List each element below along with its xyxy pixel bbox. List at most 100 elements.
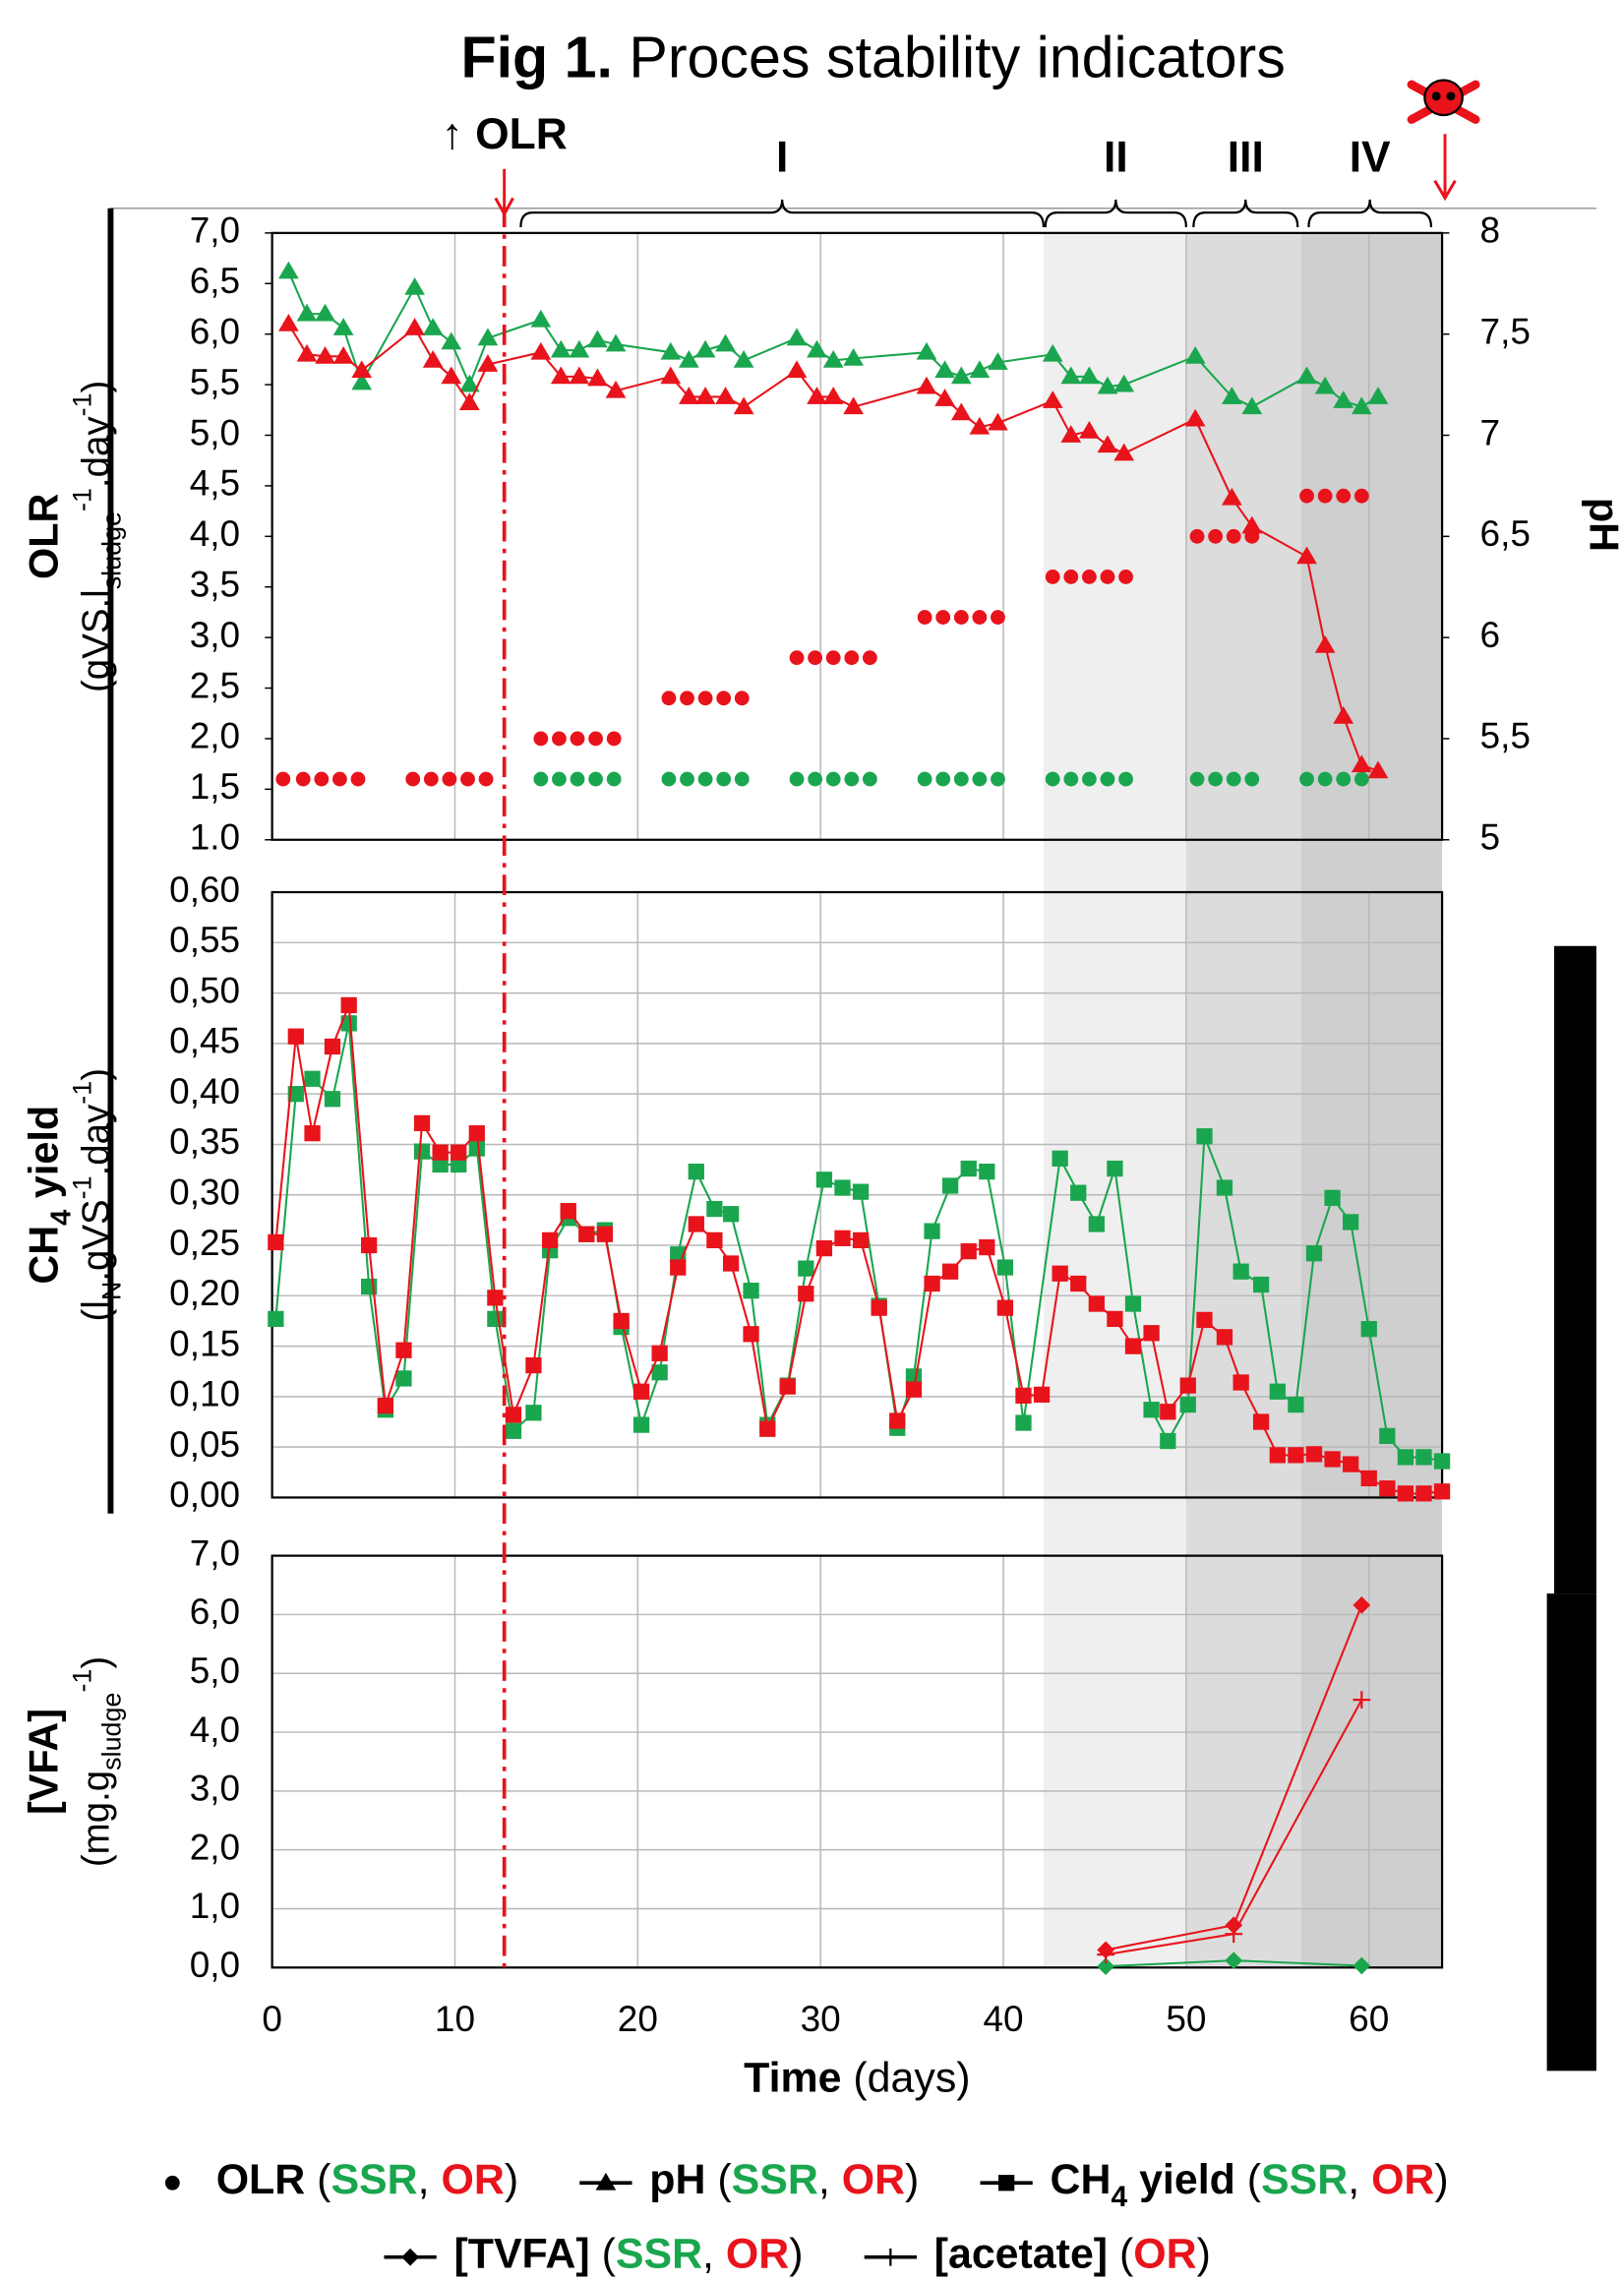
- phase-region: [1043, 232, 1186, 1968]
- marker: [807, 387, 827, 404]
- marker: [934, 389, 955, 406]
- marker: [1097, 435, 1118, 453]
- marker: [733, 396, 754, 415]
- y-tick-label: 0,05: [169, 1424, 240, 1465]
- text-part: (: [590, 2231, 617, 2278]
- marker: [808, 771, 823, 787]
- y-tick-label: 0,30: [169, 1172, 240, 1213]
- marker: [275, 771, 291, 787]
- marker: [361, 1236, 378, 1254]
- marker: [405, 771, 421, 787]
- marker: [533, 771, 549, 787]
- marker: [1288, 1396, 1304, 1413]
- marker: [340, 996, 357, 1014]
- marker: [1179, 1377, 1196, 1394]
- text-part: [acetate]: [934, 2231, 1108, 2278]
- marker: [1296, 366, 1317, 385]
- marker: [1060, 425, 1082, 443]
- panel: 1.0 1,5 2,0 2,5 3,0 3,5 4,0 4,5 5,0 5,5 6,0 6,5 7,0 5…: [21, 210, 1624, 858]
- marker: [525, 1356, 542, 1374]
- marker: [287, 1028, 304, 1045]
- marker: [1269, 1447, 1286, 1464]
- plots: 1.0 1,5 2,0 2,5 3,0 3,5 4,0 4,5 5,0 5,5 6,0 6,5 7,0 5…: [21, 210, 1624, 2102]
- marker: [1241, 396, 1263, 415]
- marker: [530, 309, 552, 328]
- marker: [871, 1299, 887, 1316]
- y-tick-label: 0,55: [169, 920, 240, 960]
- marker: [1100, 771, 1115, 787]
- marker: [268, 1310, 284, 1328]
- marker: [505, 1407, 522, 1423]
- marker: [1042, 390, 1063, 408]
- marker: [324, 1091, 341, 1108]
- y-tick-label: 7,0: [190, 210, 240, 251]
- text-part: ): [789, 2231, 803, 2278]
- plot-frame: [271, 231, 1444, 841]
- marker: [716, 771, 732, 787]
- marker: [404, 318, 425, 335]
- y-tick-label: 0,15: [169, 1323, 240, 1363]
- marker: [960, 1243, 977, 1260]
- text-part: 4: [45, 1210, 77, 1226]
- marker: [304, 1125, 321, 1142]
- marker: [651, 1364, 668, 1381]
- marker: [697, 691, 713, 706]
- text-part: -1: [68, 392, 97, 416]
- marker: [1216, 1329, 1233, 1346]
- marker: [1118, 570, 1133, 584]
- marker: [278, 314, 299, 331]
- marker: [1081, 570, 1097, 584]
- x-tick-label: 60: [1349, 1999, 1389, 2039]
- marker: [1079, 421, 1100, 439]
- marker: [988, 352, 1008, 370]
- marker: [953, 771, 969, 787]
- marker: [278, 261, 299, 279]
- marker: [881, 2248, 900, 2266]
- text-part: Time: [744, 2055, 841, 2102]
- marker: [924, 1223, 940, 1239]
- text-part: (: [705, 2157, 732, 2204]
- marker: [988, 412, 1008, 431]
- marker: [477, 354, 499, 372]
- marker: [905, 1381, 923, 1398]
- text-part: sludge: [97, 1693, 127, 1771]
- marker: [1299, 771, 1314, 787]
- marker: [716, 691, 732, 706]
- marker: [533, 731, 549, 747]
- marker: [1088, 1216, 1105, 1232]
- y-axis-unit: (mg.gsludge-1): [68, 1656, 127, 1867]
- marker: [942, 1177, 959, 1194]
- marker: [852, 1183, 870, 1200]
- marker: [613, 1312, 630, 1330]
- legend-label: CH4 yield (SSR, OR): [1051, 2157, 1449, 2214]
- marker: [916, 341, 937, 360]
- marker: [1324, 1189, 1341, 1206]
- marker: [296, 343, 318, 362]
- phase-label: III: [1228, 134, 1264, 182]
- marker: [1415, 1485, 1432, 1502]
- marker: [550, 366, 571, 385]
- text-part: ): [905, 2157, 919, 2204]
- marker: [451, 1156, 467, 1173]
- marker: [451, 1144, 467, 1161]
- chart-title: Fig 1. Proces stability indicators: [460, 24, 1285, 90]
- marker: [332, 318, 354, 335]
- marker: [314, 771, 330, 787]
- marker: [679, 350, 699, 368]
- marker: [1317, 488, 1333, 504]
- marker: [661, 771, 677, 787]
- marker: [905, 1368, 923, 1385]
- text-part: ): [76, 381, 118, 393]
- text-part: OR: [1133, 2231, 1196, 2278]
- marker: [525, 1405, 542, 1421]
- marker: [404, 277, 425, 295]
- marker: [505, 1422, 522, 1439]
- marker: [825, 771, 841, 787]
- marker: [991, 771, 1005, 787]
- y2-tick-label: 6: [1480, 615, 1501, 655]
- marker: [1333, 705, 1354, 724]
- marker: [1305, 1446, 1323, 1463]
- marker: [862, 771, 877, 787]
- text-part: pH: [649, 2157, 705, 2204]
